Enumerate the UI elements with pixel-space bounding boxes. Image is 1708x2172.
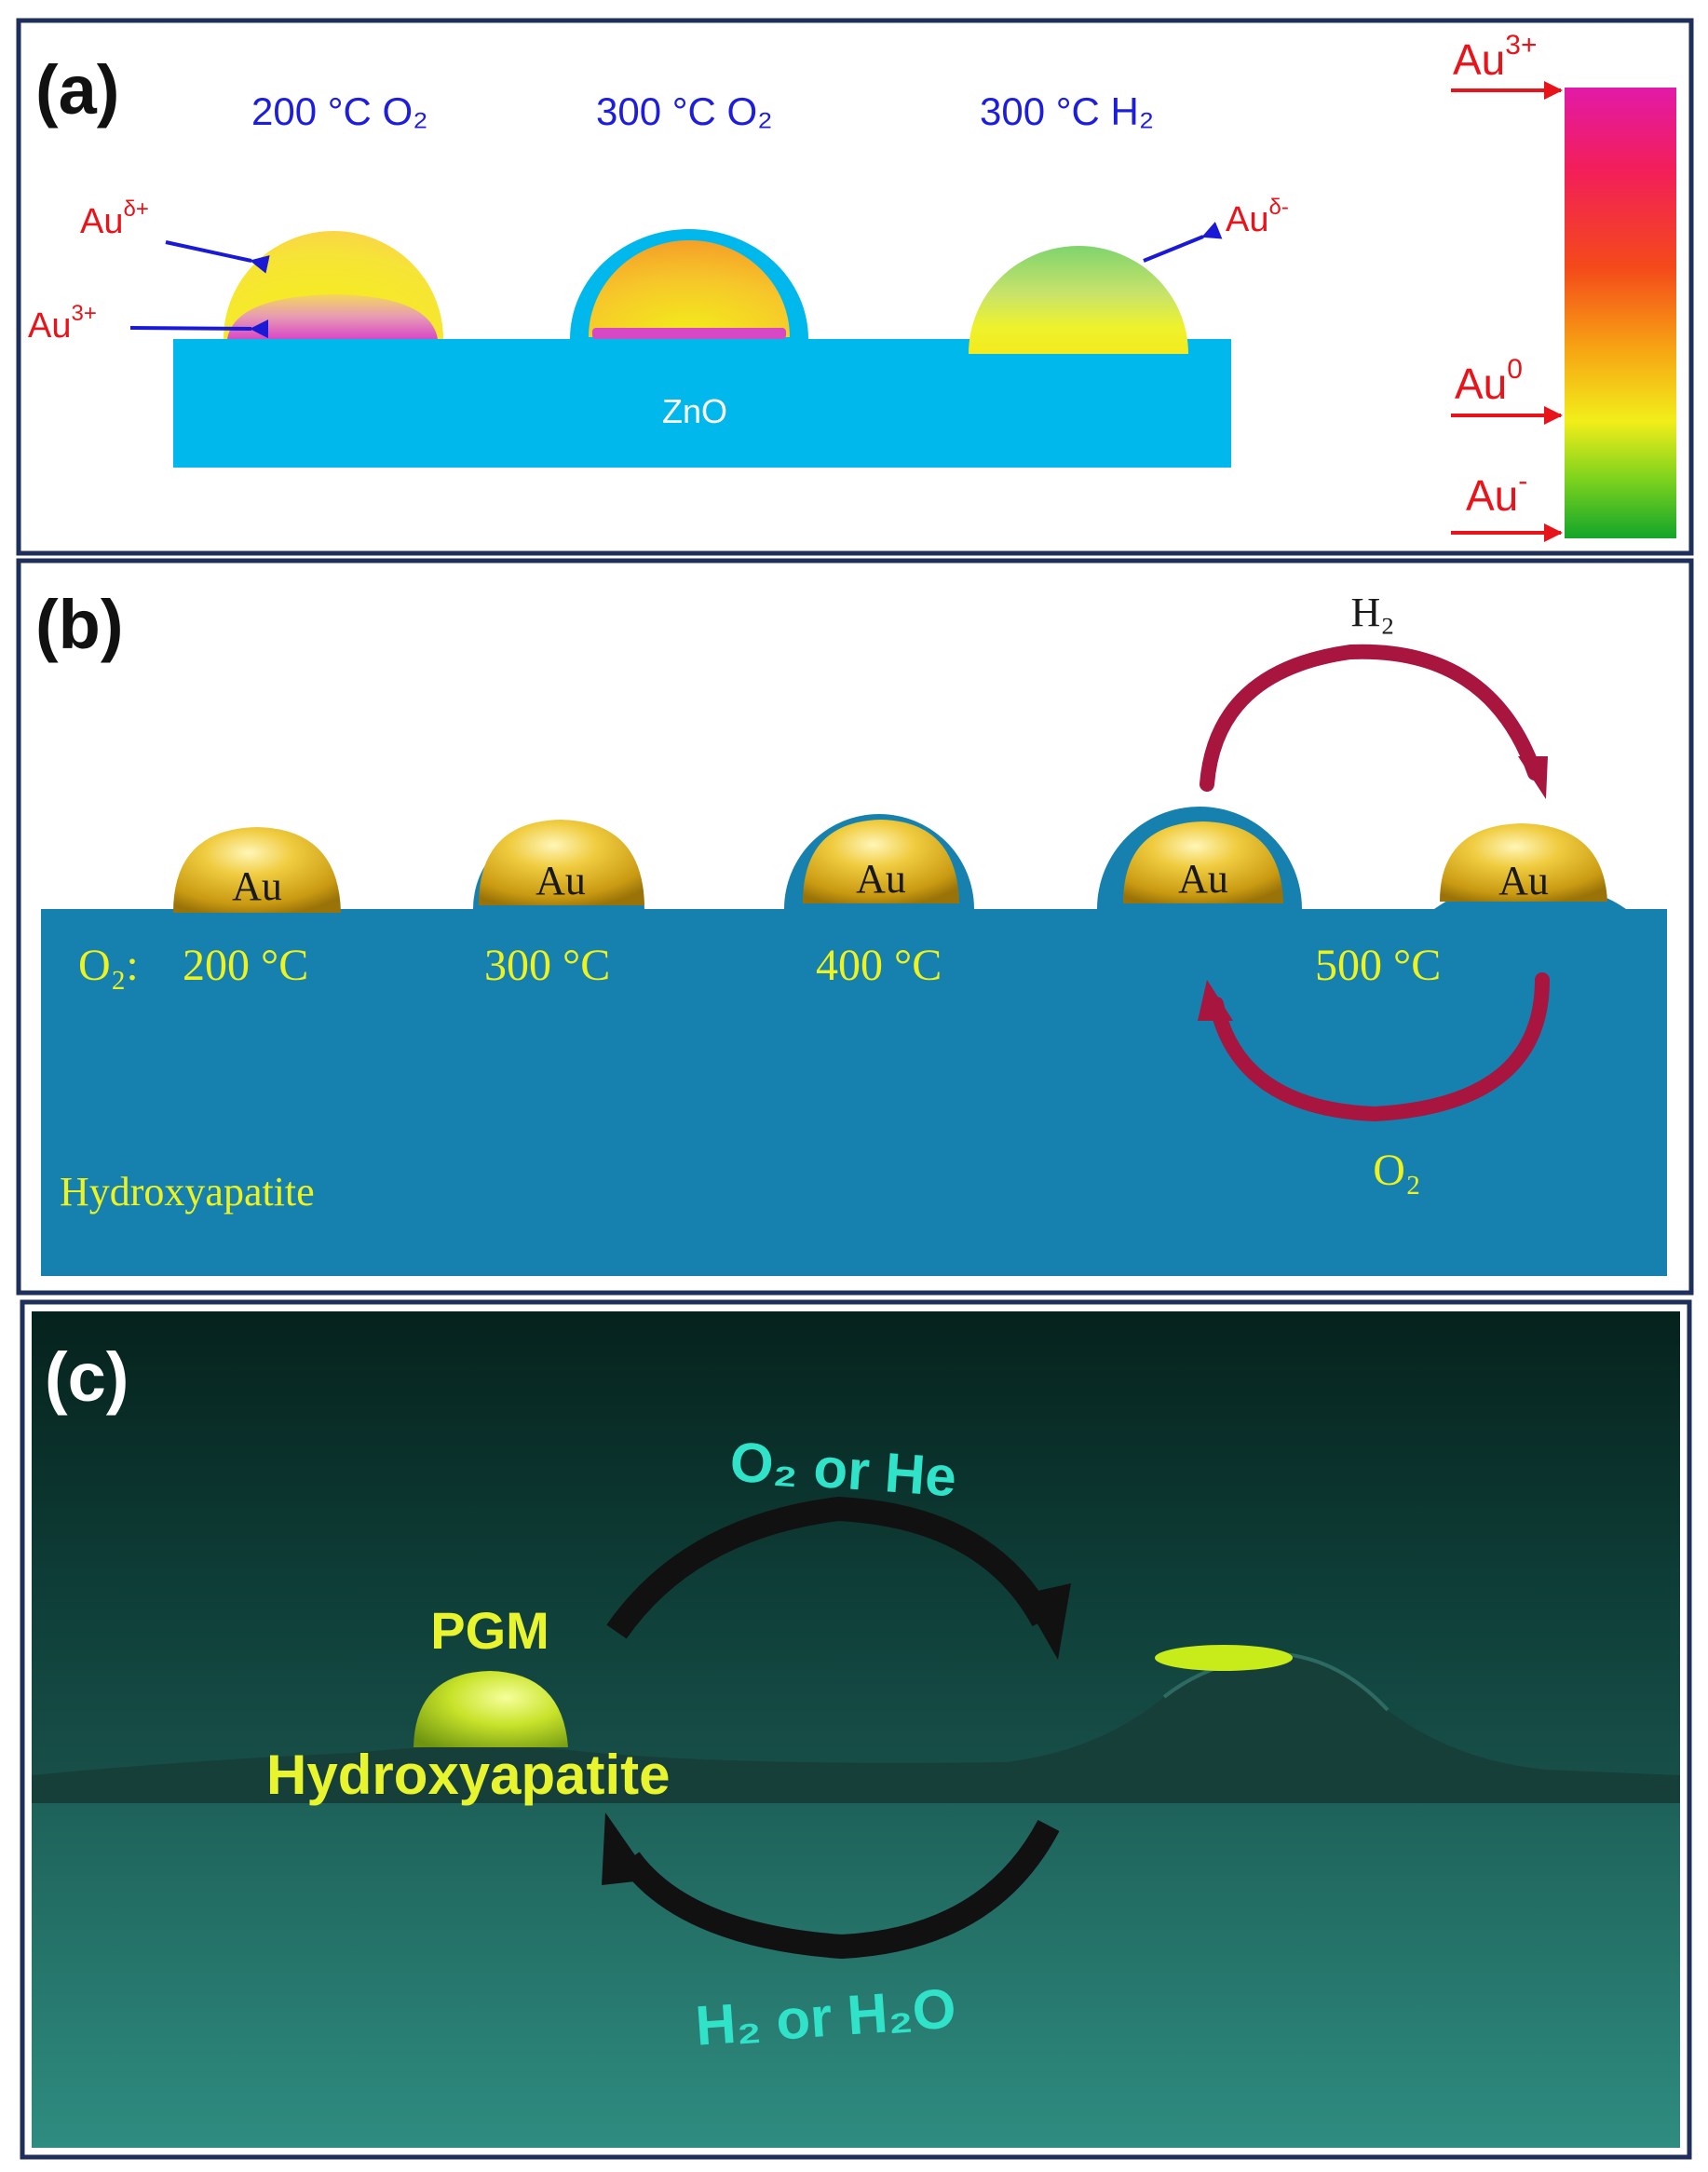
reduction-cycle-arrow <box>619 1819 1060 1960</box>
au-particle-5 <box>1440 823 1607 902</box>
au-label-2: Au <box>535 858 586 903</box>
scale-label-au-minus: Au- <box>1466 466 1527 520</box>
panel-b: (b) Au Au Au Au Au O₂: 200 °C 300 °C 400… <box>16 558 1694 1296</box>
au-particle-3 <box>803 820 959 903</box>
au-particle-4 <box>1123 821 1283 903</box>
arrow-au-3plus <box>129 319 269 339</box>
panel-c-label: (c) <box>45 1338 129 1416</box>
panel-a-label: (a) <box>35 51 119 129</box>
hydroxyapatite-support <box>41 807 1667 1276</box>
temp-500: 500 °C <box>1315 941 1441 990</box>
panel-b-label: (b) <box>35 586 124 663</box>
particle-a2-interface <box>592 328 786 339</box>
particle-a3-dome <box>969 246 1188 354</box>
h2-cycle-arrow <box>1200 644 1542 792</box>
scale-label-au0: Au0 <box>1455 354 1523 408</box>
temp-400: 400 °C <box>816 941 942 990</box>
pgm-particle <box>413 1671 568 1747</box>
arrow-au-delta-minus <box>1143 221 1223 263</box>
gas-prefix-o2: O₂: <box>78 941 139 990</box>
arrow-au-delta-plus <box>165 240 270 274</box>
label-au-3plus: Au3+ <box>28 301 97 346</box>
oxidation-cycle-arrow <box>606 1496 1054 1639</box>
h2-arrow-head <box>1518 756 1548 799</box>
panel-c: (c) PGM Hydroxyapatite O₂ or He H₂ or H₂… <box>20 1299 1692 2160</box>
zno-support <box>173 339 1231 468</box>
pgm-label: PGM <box>430 1601 549 1660</box>
au-label-1: Au <box>232 863 282 909</box>
hydroxyapatite-label-c: Hydroxyapatite <box>266 1744 670 1806</box>
h2-label: H₂ <box>1350 590 1394 635</box>
scale-label-au3plus: Au3+ <box>1453 30 1537 84</box>
oxidation-state-scale <box>1565 88 1676 538</box>
temp-200: 200 °C <box>183 941 308 990</box>
oxidation-arrow-head <box>1021 1583 1071 1660</box>
label-au-delta-minus: Auδ- <box>1226 195 1289 239</box>
o2-label: O₂ <box>1373 1146 1420 1195</box>
condition-1: 200 °C O₂ <box>251 89 428 133</box>
au-label-3: Au <box>856 856 906 902</box>
condition-3: 300 °C H₂ <box>980 89 1154 133</box>
o2-arrow-head <box>1198 980 1233 1021</box>
particle-a1-interface <box>227 294 438 339</box>
au-label-4: Au <box>1178 856 1228 902</box>
au-label-5: Au <box>1498 858 1549 903</box>
panel-c-lower-surface <box>32 1798 1680 2148</box>
particle-a2-dome <box>589 240 790 337</box>
zno-label: ZnO <box>662 392 727 430</box>
au-particle-2 <box>479 820 644 905</box>
panel-a: (a) 200 °C O₂ 300 °C O₂ 300 °C H₂ ZnO Au… <box>16 18 1694 556</box>
reduction-arrow-head <box>602 1812 652 1885</box>
temp-300: 300 °C <box>484 941 610 990</box>
surface-ridge <box>32 1654 1680 1803</box>
pgm-particle-flat <box>1155 1645 1293 1671</box>
au-particle-1 <box>173 827 341 913</box>
label-au-delta-plus: Auδ+ <box>80 197 149 241</box>
condition-2: 300 °C O₂ <box>596 89 773 133</box>
hydroxyapatite-label-b: Hydroxyapatite <box>60 1169 315 1215</box>
o2-cycle-arrow <box>1209 972 1550 1122</box>
